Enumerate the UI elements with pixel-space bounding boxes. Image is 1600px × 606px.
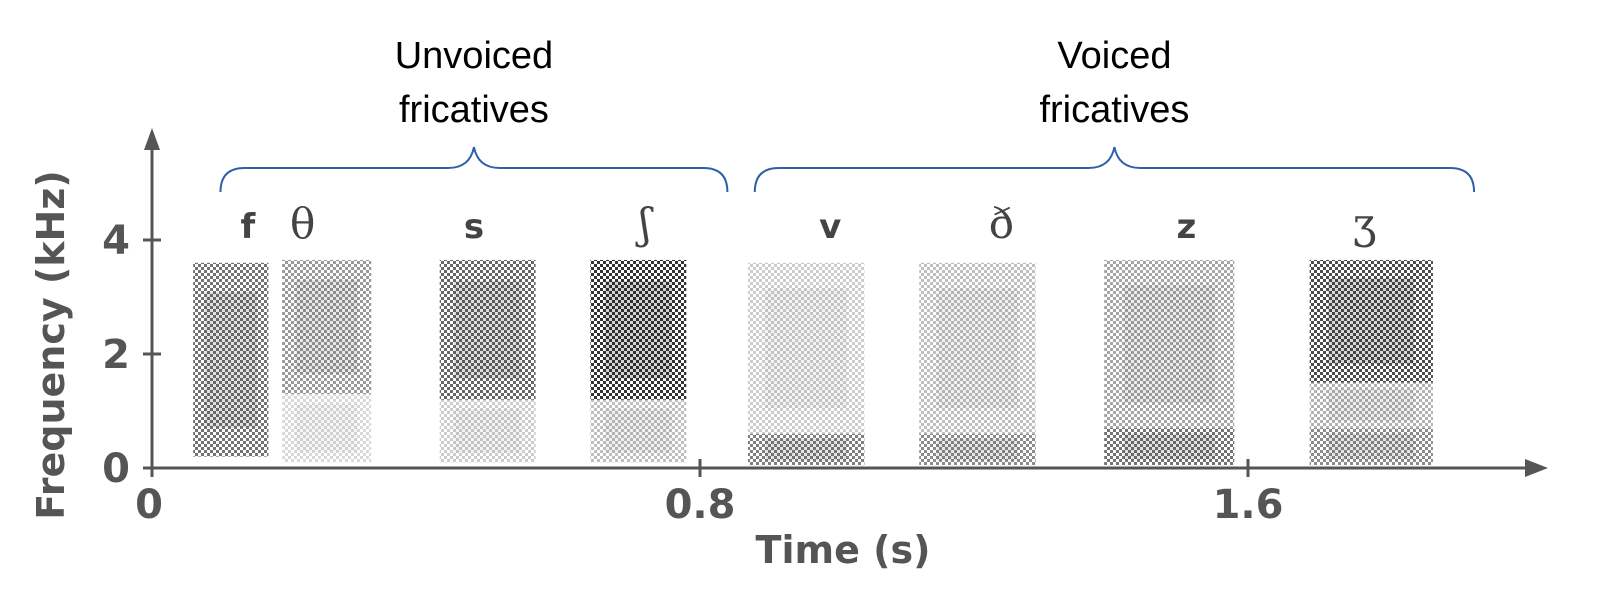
energy-band (282, 259, 372, 394)
energy-band-core (936, 438, 1019, 461)
group-label-line: Unvoiced (395, 35, 553, 77)
energy-band (1309, 382, 1433, 429)
group-2: Voiced fricatives (753, 35, 1476, 193)
phoneme-label: f (241, 207, 257, 247)
energy-band-core (295, 280, 358, 374)
x-axis-label: Time (s) (756, 528, 931, 572)
phoneme-label: z (1176, 207, 1196, 247)
segment-7 (1104, 259, 1235, 466)
segment-2 (282, 259, 372, 463)
phoneme-label: ʒ (1353, 199, 1377, 248)
group-label-line: Voiced (1057, 35, 1171, 77)
energy-band (282, 393, 372, 463)
energy-band-core (1123, 285, 1215, 403)
group-label-line: fricatives (1039, 89, 1189, 131)
segment-6 (919, 262, 1036, 466)
y-tick-label: 2 (102, 332, 130, 378)
group-brace (219, 146, 729, 193)
energy-band (439, 259, 536, 400)
energy-band (590, 259, 687, 400)
segment-4 (590, 259, 687, 463)
group-brace (753, 146, 1476, 193)
energy-band-core (1328, 278, 1415, 365)
segment-1 (193, 262, 269, 457)
energy-band (919, 262, 1036, 434)
energy-band (1309, 428, 1433, 466)
energy-band (1104, 259, 1235, 429)
x-tick-label: 0 (135, 482, 163, 528)
y-axis-label: Frequency (kHz) (29, 170, 73, 520)
phoneme-label: s (464, 207, 484, 247)
energy-band (919, 433, 1036, 466)
energy-band-core (604, 280, 672, 379)
x-tick-label: 1.6 (1213, 482, 1284, 528)
energy-band (439, 399, 536, 463)
energy-band-core (604, 409, 672, 453)
energy-band-core (1123, 433, 1215, 460)
segments-layer (193, 259, 1433, 466)
y-axis-arrow (144, 128, 160, 150)
group-braces-layer: Unvoiced fricatives Voiced fricatives (219, 35, 1476, 193)
energy-band-core (204, 291, 258, 428)
energy-band (747, 433, 865, 466)
x-tick-label: 0.8 (665, 482, 736, 528)
energy-band-core (936, 288, 1019, 409)
group-label-line: fricatives (399, 89, 549, 131)
energy-band-core (765, 288, 847, 409)
energy-band (1309, 259, 1433, 383)
energy-band (1104, 428, 1235, 466)
group-1: Unvoiced fricatives (219, 35, 729, 193)
segment-8 (1309, 259, 1433, 466)
energy-band-core (765, 438, 847, 461)
energy-band (747, 262, 865, 434)
y-tick-label: 0 (102, 446, 130, 492)
ticks-layer: 0 0.8 1.6 0 2 4 (102, 218, 1283, 528)
y-tick-label: 4 (102, 218, 130, 264)
energy-band-core (454, 409, 522, 453)
segment-3 (439, 259, 536, 463)
phoneme-label: θ (290, 199, 315, 248)
energy-band-core (1328, 389, 1415, 422)
phoneme-label: ð (989, 199, 1014, 248)
x-axis-arrow (1525, 459, 1548, 477)
energy-band-core (1328, 433, 1415, 460)
energy-band-core (454, 280, 522, 379)
phoneme-label: ʃ (634, 199, 653, 248)
axes-layer (144, 128, 1548, 477)
energy-band-core (296, 404, 358, 452)
phoneme-label: v (819, 207, 841, 247)
segment-5 (747, 262, 865, 466)
energy-band (193, 262, 269, 457)
energy-band (590, 399, 687, 463)
